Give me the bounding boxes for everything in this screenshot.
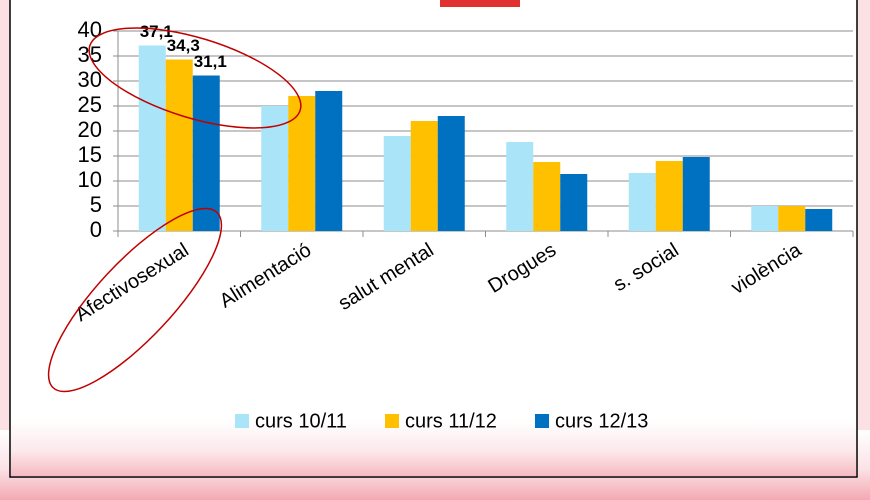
- y-tick-label: 25: [78, 92, 102, 117]
- legend-swatch: [535, 414, 549, 428]
- legend-label: curs 10/11: [255, 410, 347, 432]
- y-tick-label: 30: [78, 67, 102, 92]
- bar: [165, 59, 193, 231]
- bar: [560, 174, 588, 231]
- bar: [682, 157, 710, 231]
- bar: [288, 96, 316, 231]
- chart-frame: [9, 0, 858, 478]
- bar: [383, 136, 411, 231]
- legend-swatch: [385, 414, 399, 428]
- legend-swatch: [235, 414, 249, 428]
- y-tick-label: 10: [78, 167, 102, 192]
- title-bar-fragment: [440, 0, 520, 7]
- highlight-ellipse: [47, 207, 223, 393]
- bar: [138, 45, 166, 231]
- bar: [655, 161, 683, 231]
- bar: [805, 209, 833, 231]
- highlight-ellipse: [88, 27, 302, 129]
- legend-label: curs 11/12: [405, 410, 497, 432]
- data-label: 37,1: [140, 22, 173, 41]
- data-label: 31,1: [194, 52, 227, 71]
- y-tick-label: 20: [78, 117, 102, 142]
- y-tick-label: 40: [78, 17, 102, 42]
- y-tick-label: 5: [90, 192, 102, 217]
- bar: [315, 91, 343, 231]
- bar: [628, 173, 656, 231]
- y-tick-label: 0: [90, 217, 102, 242]
- bar: [533, 162, 561, 231]
- bar: [506, 142, 534, 231]
- bar: [192, 75, 220, 231]
- frame-fade: [11, 420, 856, 476]
- legend-label: curs 12/13: [555, 410, 648, 432]
- bar: [437, 116, 465, 231]
- y-tick-label: 15: [78, 142, 102, 167]
- bar: [410, 121, 438, 231]
- bar: [778, 206, 806, 231]
- bar: [751, 206, 779, 231]
- data-label: 34,3: [167, 36, 200, 55]
